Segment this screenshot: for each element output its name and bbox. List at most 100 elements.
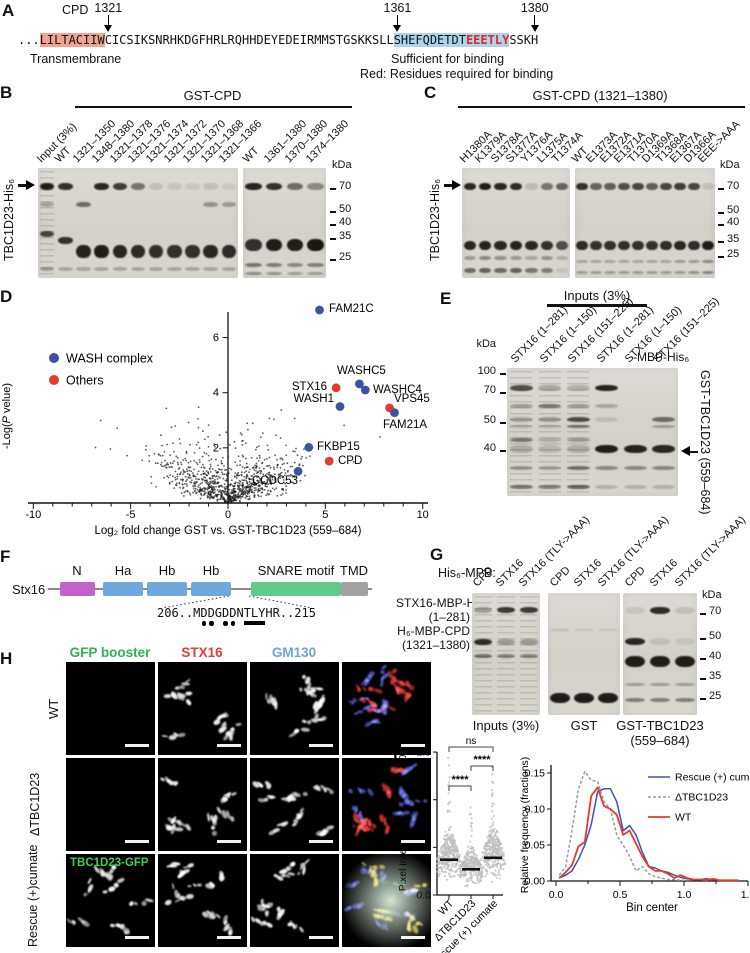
swarm-point [469,873,472,876]
swarm-point [470,829,474,832]
gel-band [652,425,676,429]
background-point [195,478,197,480]
background-point [237,471,240,474]
gel-band [556,256,569,261]
background-point [180,471,182,474]
background-point [199,482,202,485]
swarm-point [486,852,489,855]
swarm-point [441,868,444,871]
gel-band [660,240,672,250]
gel-band [478,267,492,273]
swarm-point [446,846,449,849]
background-point [215,458,217,461]
background-point [225,492,228,495]
background-point [188,469,191,472]
background-point [281,493,284,495]
background-point [255,489,257,491]
background-point [213,479,216,481]
background-point [220,460,223,462]
background-point [268,471,271,474]
tly-underline-bar [243,621,266,625]
background-point [172,442,174,445]
cpd-sequence: ...LILTACIIWCICSIKSNRHKDGFHRLRQHHDEYEDEI… [18,33,538,48]
background-point [266,492,269,495]
swarm-point [448,776,451,779]
background-point [294,450,296,453]
swarm-point [501,854,504,857]
scale-bar [125,839,149,843]
background-point [226,487,229,490]
gel-band [598,628,618,631]
gel-band [509,485,533,490]
background-point [250,489,252,491]
background-point [268,464,271,467]
gel-band [307,262,324,267]
signal-blob [351,823,356,829]
gst-cpd-header-rule [75,106,352,108]
background-point [213,443,216,445]
gel-band [245,272,262,276]
background-point [309,455,311,457]
gel-band [660,260,672,263]
background-point [257,460,260,462]
background-point [153,452,156,455]
gel-band [566,485,590,490]
residue-number-label: 1361 [383,1,412,15]
gel-lane-smear [497,596,515,712]
swarm-point [447,844,450,847]
background-point [219,447,222,450]
swarm-point [494,869,497,872]
background-point [191,479,193,482]
background-point [214,495,216,498]
swarm-point [450,848,454,851]
background-point [181,483,184,486]
background-point [261,462,263,464]
kda-value: 100 [477,365,496,377]
background-point [207,454,210,457]
sequence-segment: EEETLY [465,33,510,47]
background-point [241,496,244,498]
background-point [286,462,289,465]
swarm-point [498,873,502,877]
swarm-point [473,862,476,865]
background-point [284,472,287,474]
background-point [258,467,261,469]
background-point [229,444,231,446]
swarm-point [471,847,474,850]
gel-band [203,183,218,191]
swarm-point [491,802,494,805]
background-point [207,435,210,438]
background-point [226,486,229,489]
background-point [244,486,247,489]
background-point [250,475,253,477]
background-point [176,461,179,464]
background-point [200,493,203,496]
background-point [287,470,289,473]
background-point [267,483,270,486]
background-point [265,494,267,497]
swarm-point [488,866,491,870]
sequence-segment: SSKH [509,33,539,47]
gel-band [286,272,304,276]
background-point [250,482,252,485]
background-point [233,488,235,490]
swarm-point [463,860,466,863]
background-point [212,485,215,488]
scale-bar [309,839,333,843]
background-point [257,481,260,483]
background-point [232,491,235,493]
background-point [233,440,236,443]
signal-blob [210,825,216,831]
median-bar [440,858,458,861]
swarm-point [484,875,487,878]
gel-band [509,240,523,250]
gel-band [58,183,73,191]
point-label-vps45: VPS45 [394,393,430,405]
swarm-point [492,821,495,824]
background-point [283,469,286,471]
kda-value: 40 [339,216,352,228]
swarm-point [477,881,480,884]
gst-cpd-1321-1380-header: GST-CPD (1321–1380) [532,88,668,103]
background-point [219,489,222,492]
background-point [290,481,293,484]
